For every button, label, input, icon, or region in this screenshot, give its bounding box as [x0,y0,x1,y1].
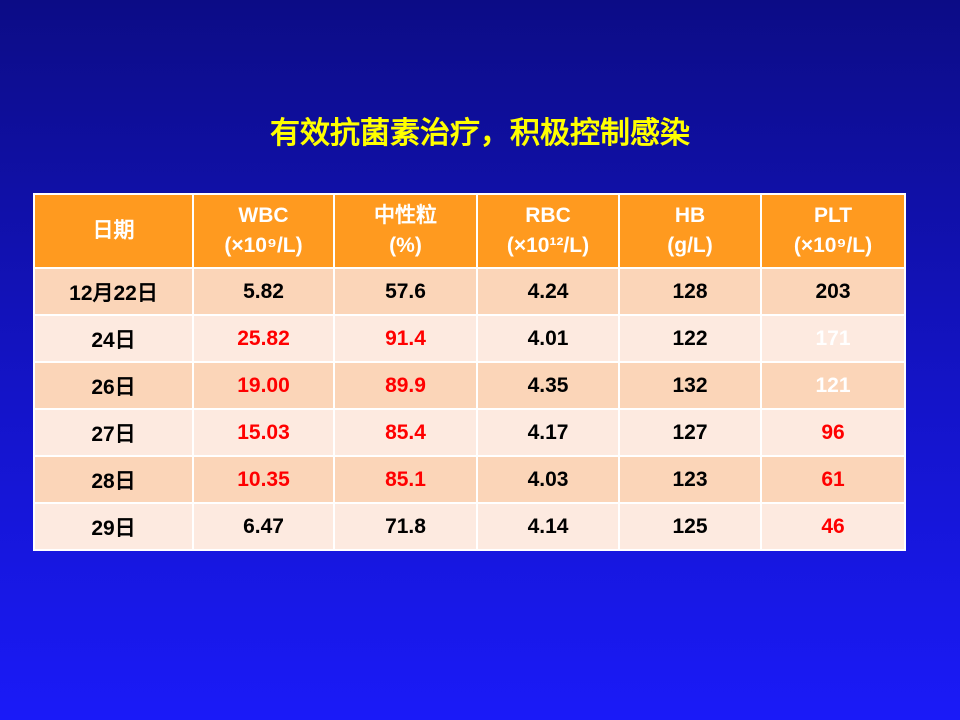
table-row: 26日 19.00 89.9 4.35 132 121 [33,361,906,410]
table-row: 28日 10.35 85.1 4.03 123 61 [33,455,906,504]
table-cell: 4.01 [476,314,620,363]
data-table: 日期 WBC (×10⁹/L) 中性粒 (%) RBC (×10¹²/L) HB (g/L) PL… [33,193,906,551]
table-cell: 4.17 [476,408,620,457]
header-cell: PLT (×10⁹/L) [760,193,906,269]
header-cell: RBC (×10¹²/L) [476,193,620,269]
table-cell: 24日 [33,314,194,363]
header-text: RBC [525,204,571,227]
table-cell: 91.4 [333,314,478,363]
table-cell: 203 [760,267,906,316]
header-text: 日期 [92,219,135,242]
table-cell: 96 [760,408,906,457]
table-cell: 85.4 [333,408,478,457]
header-text: (%) [389,234,422,257]
table-cell: 171 [760,314,906,363]
table-cell: 27日 [33,408,194,457]
table-cell: 85.1 [333,455,478,504]
table-cell: 26日 [33,361,194,410]
table-cell: 4.35 [476,361,620,410]
table-cell: 127 [618,408,762,457]
table-cell: 28日 [33,455,194,504]
table-row: 27日 15.03 85.4 4.17 127 96 [33,408,906,457]
header-row: 日期 WBC (×10⁹/L) 中性粒 (%) RBC (×10¹²/L) HB (g/L) PL… [33,193,906,269]
header-text: (×10⁹/L) [793,234,873,257]
table-cell: 57.6 [333,267,478,316]
table-cell: 12月22日 [33,267,194,316]
header-text: HB [674,204,706,227]
table-cell: 89.9 [333,361,478,410]
header-text: (×10⁹/L) [224,234,303,257]
table-row: 12月22日 5.82 57.6 4.24 128 203 [33,267,906,316]
table-cell: 4.24 [476,267,620,316]
table-cell: 10.35 [192,455,335,504]
table-cell: 19.00 [192,361,335,410]
table-cell: 5.82 [192,267,335,316]
slide-title: 有效抗菌素治疗，积极控制感染 [270,117,690,150]
header-text: WBC [238,204,289,227]
header-text: (g/L) [667,234,713,257]
table-cell: 46 [760,502,906,551]
table-cell: 128 [618,267,762,316]
table-row: 29日 6.47 71.8 4.14 125 46 [33,502,906,551]
table-cell: 6.47 [192,502,335,551]
header-cell: 日期 [33,193,194,269]
table-cell: 121 [760,361,906,410]
table-cell: 132 [618,361,762,410]
table-row: 24日 25.82 91.4 4.01 122 171 [33,314,906,363]
table-cell: 61 [760,455,906,504]
header-text: 中性粒 [374,204,437,227]
header-cell: WBC (×10⁹/L) [192,193,335,269]
table-cell: 71.8 [333,502,478,551]
table-cell: 29日 [33,502,194,551]
table-cell: 25.82 [192,314,335,363]
table-cell: 123 [618,455,762,504]
table-cell: 125 [618,502,762,551]
table-cell: 4.14 [476,502,620,551]
table-cell: 122 [618,314,762,363]
table-cell: 15.03 [192,408,335,457]
table-cell: 4.03 [476,455,620,504]
header-text: PLT [813,204,853,227]
header-cell: 中性粒 (%) [333,193,478,269]
header-text: (×10¹²/L) [506,234,590,257]
header-cell: HB (g/L) [618,193,762,269]
